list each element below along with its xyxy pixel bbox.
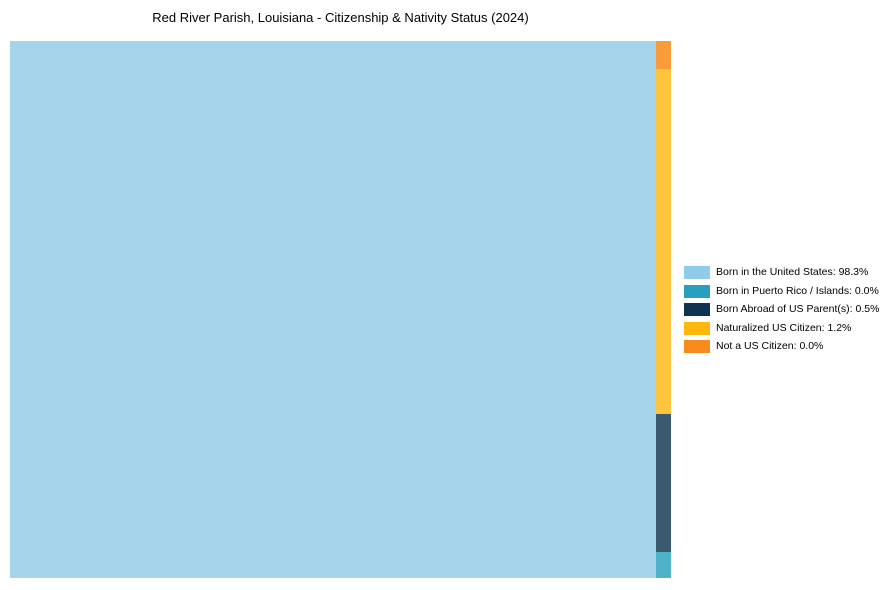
- treemap-cell-born-in-united-states: [10, 41, 656, 578]
- legend-swatch-born-in-united-states: [684, 266, 710, 279]
- legend-swatch-naturalized-us-citizen: [684, 321, 710, 335]
- legend-label-born-abroad-of-us-parents: Born Abroad of US Parent(s): 0.5%: [716, 303, 880, 315]
- treemap-cell-naturalized-us-citizen: [656, 69, 671, 414]
- legend-swatch-born-abroad-of-us-parents: [684, 303, 710, 316]
- legend-swatch-born-in-puerto-rico-islands: [684, 284, 710, 298]
- legend-label-naturalized-us-citizen: Naturalized US Citizen: 1.2%: [716, 321, 852, 334]
- legend-item-not-a-us-citizen: Not a US Citizen: 0.0%: [684, 340, 879, 353]
- treemap-cell-born-abroad-of-us-parents: [656, 414, 671, 552]
- legend-label-not-a-us-citizen: Not a US Citizen: 0.0%: [716, 340, 824, 352]
- legend-item-born-abroad-of-us-parents: Born Abroad of US Parent(s): 0.5%: [684, 303, 879, 316]
- chart-title: Red River Parish, Louisiana - Citizenshi…: [152, 10, 529, 25]
- treemap-cell-not-a-us-citizen: [656, 41, 671, 69]
- treemap-cell-born-in-puerto-rico-islands: [656, 552, 671, 578]
- treemap-plot: [10, 41, 671, 578]
- legend-item-born-in-united-states: Born in the United States: 98.3%: [684, 266, 879, 279]
- legend-label-born-in-united-states: Born in the United States: 98.3%: [716, 266, 869, 278]
- legend-swatch-not-a-us-citizen: [684, 340, 710, 353]
- legend-label-born-in-puerto-rico-islands: Born in Puerto Rico / Islands: 0.0%: [716, 284, 879, 297]
- legend-item-naturalized-us-citizen: Naturalized US Citizen: 1.2%: [684, 321, 879, 335]
- legend: Born in the United States: 98.3% Born in…: [684, 266, 879, 353]
- legend-item-born-in-puerto-rico-islands: Born in Puerto Rico / Islands: 0.0%: [684, 284, 879, 298]
